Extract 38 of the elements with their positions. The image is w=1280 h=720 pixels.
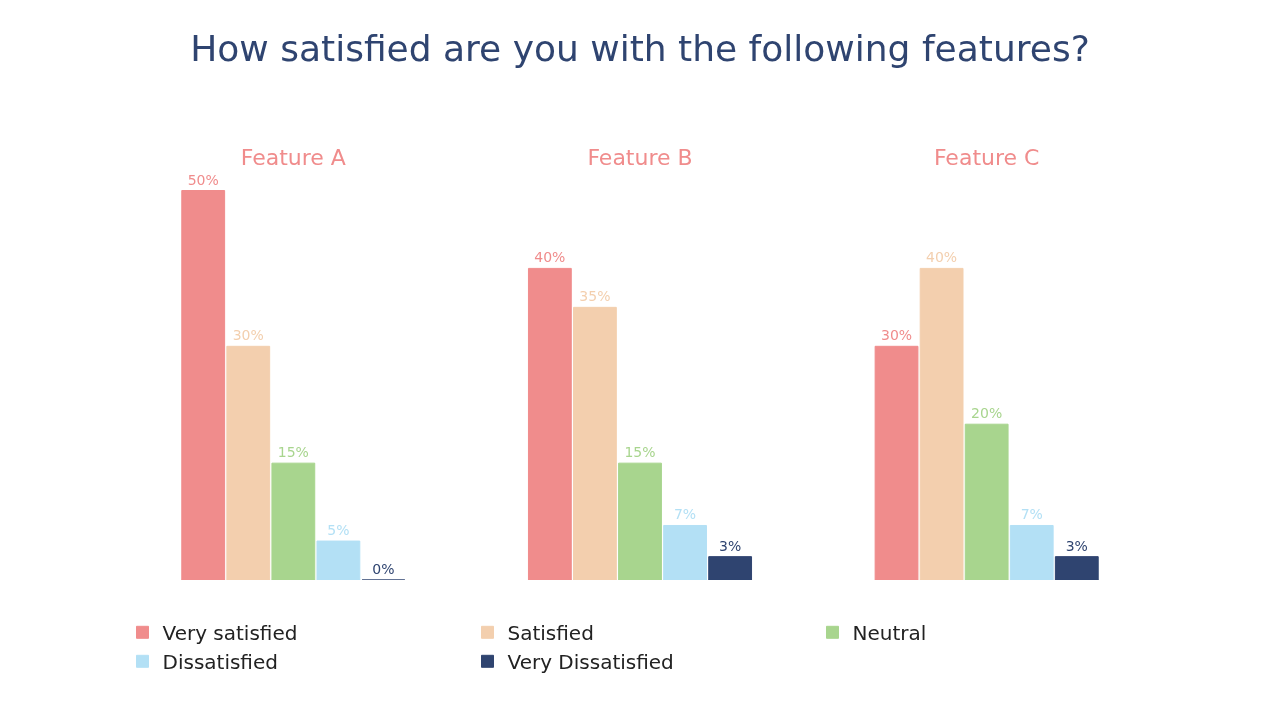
bar bbox=[919, 267, 964, 580]
bar bbox=[226, 345, 271, 580]
bar bbox=[573, 306, 617, 580]
data-label: 15% bbox=[277, 444, 309, 461]
data-label: 40% bbox=[926, 249, 958, 266]
legend-label: Very satisfied bbox=[162, 621, 298, 646]
data-label: 0% bbox=[372, 561, 395, 577]
legend-label: Very Dissatisfied bbox=[507, 650, 674, 675]
bar bbox=[618, 462, 662, 580]
x-tick-label: Feature B bbox=[587, 144, 693, 170]
x-tick-label: Feature C bbox=[933, 144, 1040, 170]
legend-label: Neutral bbox=[852, 621, 927, 646]
bar bbox=[316, 540, 361, 580]
data-label: 30% bbox=[880, 327, 913, 344]
data-label: 3% bbox=[719, 537, 742, 554]
bar bbox=[663, 524, 707, 580]
legend-label: Satisfied bbox=[507, 621, 594, 646]
bar bbox=[271, 462, 316, 580]
data-label: 7% bbox=[1020, 506, 1043, 523]
data-label: 40% bbox=[534, 249, 566, 266]
chart-title: How satisfied are you with the following features? bbox=[190, 28, 1090, 70]
bar bbox=[527, 267, 572, 580]
data-label: 3% bbox=[1065, 537, 1088, 554]
bar bbox=[181, 190, 226, 580]
data-label: 20% bbox=[971, 405, 1003, 422]
legend-label: Dissatisfied bbox=[162, 650, 278, 675]
bar bbox=[964, 423, 1009, 580]
data-label: 50% bbox=[187, 171, 219, 188]
bar bbox=[874, 345, 919, 580]
bar bbox=[708, 556, 753, 580]
bar bbox=[1054, 556, 1099, 580]
data-label: 15% bbox=[624, 444, 656, 461]
data-label: 7% bbox=[673, 506, 697, 523]
data-label: 5% bbox=[327, 522, 350, 539]
data-label: 35% bbox=[579, 288, 611, 305]
x-tick-label: Feature A bbox=[240, 144, 346, 170]
bar bbox=[1009, 524, 1054, 580]
data-label: 30% bbox=[232, 327, 264, 344]
